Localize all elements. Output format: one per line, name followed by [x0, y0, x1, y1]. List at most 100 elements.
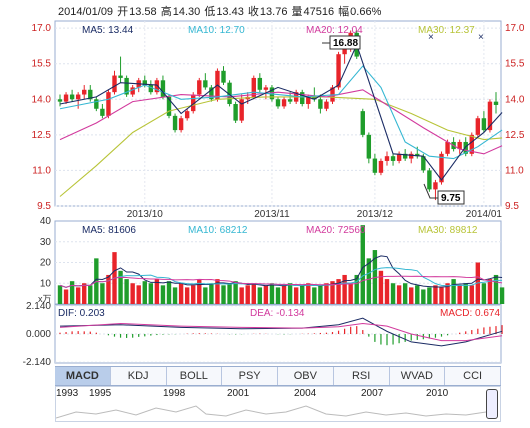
timeline-year: 2001: [227, 388, 250, 399]
volume-bar: [245, 285, 250, 304]
volume-bar: [390, 283, 396, 304]
volume-bar: [136, 285, 141, 304]
price-tick-label: 11.0: [505, 165, 524, 176]
volume-bar: [360, 225, 365, 304]
price-tick-label: 14.0: [32, 94, 52, 105]
volume-bar: [342, 274, 347, 304]
price-tick-label: 14.0: [505, 94, 525, 105]
volume-label: 量: [291, 6, 303, 18]
price-tick-label: 9.5: [37, 201, 51, 212]
candle-body: [457, 141, 462, 150]
candle-body: [342, 49, 347, 55]
candle-body: [251, 77, 256, 97]
volume-bar: [499, 287, 505, 304]
candle-body: [475, 118, 481, 135]
volume-ma5-line: [59, 255, 503, 288]
volume-bar: [215, 279, 220, 304]
price-tick-label: 11.0: [32, 165, 51, 176]
candle-body: [390, 156, 396, 161]
volume-bar: [433, 285, 438, 304]
candle-body: [221, 70, 226, 83]
volume-bar: [57, 285, 63, 304]
volume-bar: [172, 287, 178, 304]
marker-x-icon: ×: [478, 32, 484, 43]
high-label: 高: [160, 6, 172, 18]
tab-psy[interactable]: PSY: [222, 367, 278, 385]
candle-body: [57, 99, 63, 102]
candle-body: [439, 153, 444, 183]
ma10-legend: MA10: 12.70: [188, 25, 245, 36]
high-marker: 16.88: [333, 38, 358, 49]
candle-body: [372, 158, 378, 173]
ma20-line: [59, 89, 503, 155]
history-timeline[interactable]: 1993 1995 1998 2001 2004 2007 2010: [55, 386, 501, 422]
timeline-sparkline: [56, 405, 486, 419]
volume-bar: [324, 283, 329, 304]
candle-body: [100, 108, 105, 116]
vol-ma20-legend: MA20: 72560: [306, 225, 366, 236]
volume-bar: [451, 279, 456, 304]
timeline-scroll-handle[interactable]: [486, 389, 498, 419]
candle-body: [197, 80, 202, 95]
volume-bar: [263, 285, 269, 304]
volume-bar: [130, 283, 135, 304]
tab-macd[interactable]: MACD: [55, 367, 111, 385]
price-yticks-left: 9.5 11.0 12.5 14.0 15.5 17.0: [32, 23, 52, 212]
volume-bar: [160, 285, 166, 304]
volume-bar: [63, 289, 69, 304]
tab-boll[interactable]: BOLL: [167, 367, 223, 385]
candle-body: [427, 170, 432, 190]
tab-obv[interactable]: OBV: [278, 367, 334, 385]
candle-body: [463, 141, 468, 154]
candle-body: [88, 89, 93, 100]
candle-body: [366, 134, 372, 159]
candle-body: [63, 94, 69, 102]
timeline-line: [56, 405, 486, 419]
macd-tick-label: -2.140: [23, 357, 52, 366]
candle-body: [378, 160, 384, 173]
timeline-year: 2010: [426, 388, 449, 399]
price-tick-label: 17.0: [505, 23, 525, 34]
candle-body: [445, 141, 450, 154]
timeline-year: 1993: [56, 388, 79, 399]
volume-bar: [318, 285, 323, 304]
volume-bar: [166, 281, 172, 304]
volume-bar: [378, 270, 384, 304]
indicator-tabs: MACD KDJ BOLL PSY OBV RSI WVAD CCI: [55, 366, 501, 386]
close-label: 收: [247, 6, 259, 18]
candle-body: [142, 80, 147, 86]
macd-yticks: -2.140 0.000 2.140: [23, 301, 52, 366]
volume-tick-label: 10: [40, 278, 52, 289]
ma30-legend: MA30: 12.37: [418, 25, 475, 36]
price-panel: 9.5 11.0 12.5 14.0 15.5 17.0 9.5 11.0 12.5 14.0 1…: [32, 20, 525, 220]
candle-body: [148, 85, 154, 93]
close-value: 13.76: [259, 6, 288, 18]
tab-cci[interactable]: CCI: [445, 367, 501, 385]
volume-bar: [348, 283, 353, 304]
timeline-years: 1993 1995 1998 2001 2004 2007 2010: [56, 388, 500, 400]
candle-body: [75, 94, 81, 100]
tab-rsi[interactable]: RSI: [334, 367, 390, 385]
candle-body: [421, 156, 426, 171]
volume-bar: [239, 287, 244, 304]
volume-bar: [312, 287, 317, 304]
candle-body: [130, 87, 135, 95]
volume-bar: [221, 285, 226, 304]
price-tick-label: 15.5: [505, 59, 525, 70]
tab-wvad[interactable]: WVAD: [390, 367, 446, 385]
price-xtick-label: 2013/12: [357, 209, 394, 220]
volume-bar: [281, 285, 287, 304]
price-ma-lines: [59, 43, 503, 197]
volume-bar: [384, 279, 390, 304]
high-value: 14.30: [172, 6, 201, 18]
candle-body: [384, 156, 390, 161]
tab-kdj[interactable]: KDJ: [111, 367, 167, 385]
vol-ma10-legend: MA10: 68212: [188, 225, 248, 236]
candle-body: [124, 77, 129, 95]
candle-body: [118, 75, 123, 78]
timeline-year: 1998: [163, 388, 186, 399]
price-yticks-right: 9.5 11.0 12.5 14.0 15.5 17.0: [505, 23, 525, 212]
macd-legend: MACD: 0.674: [440, 308, 500, 319]
price-xtick-label: 2014/01: [466, 209, 503, 220]
